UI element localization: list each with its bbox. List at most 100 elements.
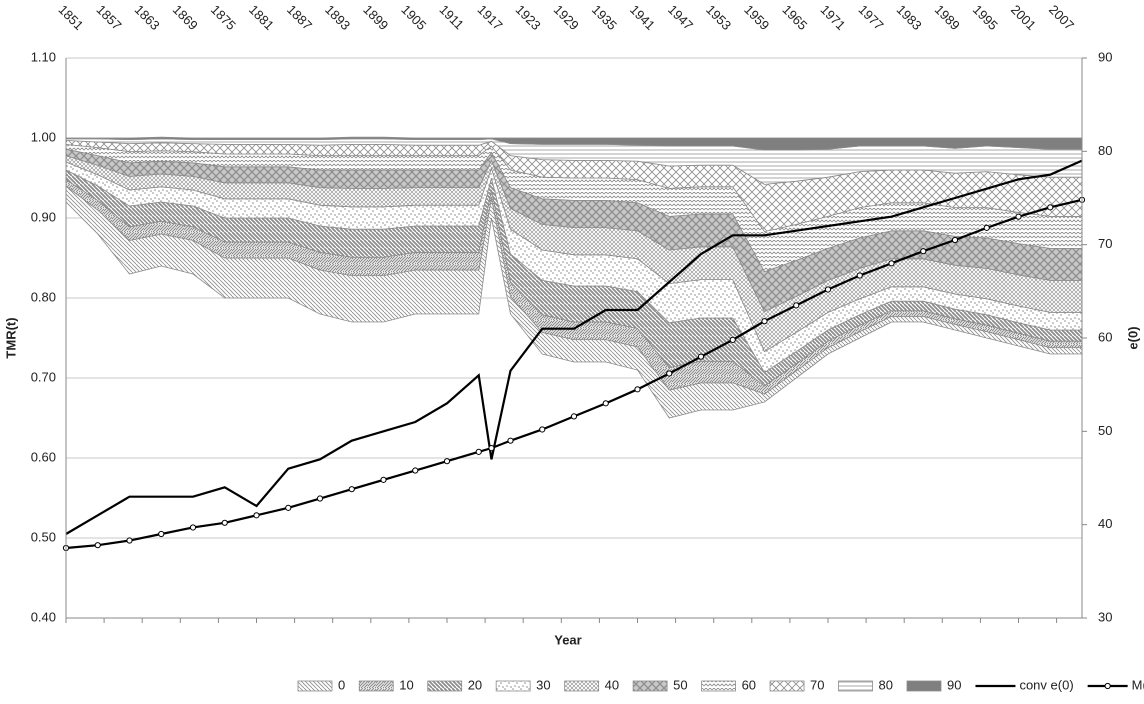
marker <box>666 370 673 377</box>
marker <box>793 302 800 309</box>
x-tick-label: 1983 <box>894 2 925 33</box>
y2-tick-label: 70 <box>1098 236 1112 251</box>
legend-swatch <box>769 680 805 692</box>
x-tick-label: 1947 <box>665 2 696 33</box>
legend-label: 80 <box>879 677 893 692</box>
marker <box>888 260 895 267</box>
x-tick-label: 1899 <box>360 2 391 33</box>
y2-tick-label: 60 <box>1098 329 1112 344</box>
marker <box>126 537 133 544</box>
x-tick-label: 1881 <box>246 2 277 33</box>
y-tick-label: 1.00 <box>31 129 56 144</box>
legend-label: 0 <box>338 677 345 692</box>
x-tick-label: 1953 <box>703 2 734 33</box>
y2-tick-label: 90 <box>1098 49 1112 64</box>
legend-swatch <box>358 680 394 692</box>
x-tick-label: 1959 <box>741 2 772 33</box>
marker <box>824 286 832 293</box>
y2-axis-title: e(0) <box>1125 326 1140 349</box>
legend-swatch <box>564 680 600 692</box>
x-tick-label: 1851 <box>55 2 86 33</box>
y-tick-label: 1.10 <box>31 49 56 64</box>
marker <box>856 272 863 279</box>
legend-label: 20 <box>468 677 482 692</box>
legend-label: M(t)* <box>1132 677 1144 692</box>
x-tick-label: 1869 <box>170 2 201 33</box>
marker <box>443 458 451 465</box>
x-tick-label: 1893 <box>322 2 353 33</box>
legend-swatch <box>632 680 668 692</box>
y-tick-label: 0.80 <box>31 289 56 304</box>
marker <box>253 512 260 519</box>
x-tick-label: 1977 <box>856 2 887 33</box>
x-tick-label: 1857 <box>94 2 125 33</box>
legend-swatch <box>427 680 463 692</box>
marker <box>189 524 197 531</box>
y2-tick-label: 30 <box>1098 609 1112 624</box>
x-tick-label: 1875 <box>208 2 239 33</box>
x-tick-label: 1971 <box>817 2 848 33</box>
x-tick-label: 1935 <box>589 2 620 33</box>
x-tick-label: 1863 <box>132 2 163 33</box>
legend-swatch <box>495 680 531 692</box>
line <box>65 198 1083 550</box>
y-tick-label: 0.90 <box>31 209 56 224</box>
marker <box>570 413 578 420</box>
legend-label: conv e(0) <box>1019 677 1073 692</box>
line <box>65 159 1083 535</box>
y-axis-title: TMR(t) <box>3 317 18 358</box>
marker <box>697 353 705 360</box>
y2-tick-label: 40 <box>1098 516 1112 531</box>
marker <box>729 336 736 343</box>
marker <box>539 426 546 433</box>
marker <box>158 530 165 538</box>
x-tick-label: 1905 <box>398 2 429 33</box>
x-tick-label: 2007 <box>1046 2 1077 33</box>
marker <box>761 318 768 325</box>
marker <box>94 542 101 549</box>
legend-swatch <box>838 680 873 692</box>
legend-swatch <box>906 680 942 692</box>
marker <box>507 437 514 444</box>
legend-label: 70 <box>810 677 824 692</box>
marker <box>1047 204 1054 211</box>
legend-label: 40 <box>605 677 619 692</box>
marker <box>1015 213 1022 220</box>
x-axis-title: Year <box>554 632 581 647</box>
x-tick-label: 1911 <box>436 2 466 32</box>
marker <box>221 519 228 526</box>
marker <box>634 386 641 393</box>
x-tick-label: 1965 <box>779 2 810 33</box>
marker <box>475 448 482 455</box>
legend-label: 60 <box>742 677 756 692</box>
marker <box>380 476 387 483</box>
legend-label: 10 <box>399 677 413 692</box>
legend-swatch <box>297 680 333 692</box>
legend-label: 90 <box>947 677 961 692</box>
marker <box>951 236 959 244</box>
y-tick-label: 0.40 <box>31 609 56 624</box>
marker <box>602 400 609 407</box>
marker <box>983 224 990 231</box>
x-tick-label: 1989 <box>932 2 963 33</box>
y-tick-label: 0.70 <box>31 369 56 384</box>
legend-swatch <box>701 680 736 692</box>
marker <box>316 495 324 502</box>
marker <box>412 467 419 474</box>
x-tick-label: 1923 <box>513 2 544 33</box>
x-tick-label: 2001 <box>1008 2 1039 33</box>
x-tick-label: 1917 <box>475 2 506 33</box>
x-tick-label: 1941 <box>627 2 658 33</box>
x-tick-label: 1995 <box>970 2 1001 33</box>
x-tick-label: 1887 <box>284 2 315 33</box>
x-tick-label: 1929 <box>551 2 582 33</box>
marker <box>285 504 292 511</box>
marker <box>488 445 495 452</box>
y2-tick-label: 80 <box>1098 143 1112 158</box>
legend-label: 30 <box>536 677 550 692</box>
y-tick-label: 0.50 <box>31 529 56 544</box>
legend-label: 50 <box>673 677 687 692</box>
marker <box>348 486 355 493</box>
marker <box>920 248 927 255</box>
